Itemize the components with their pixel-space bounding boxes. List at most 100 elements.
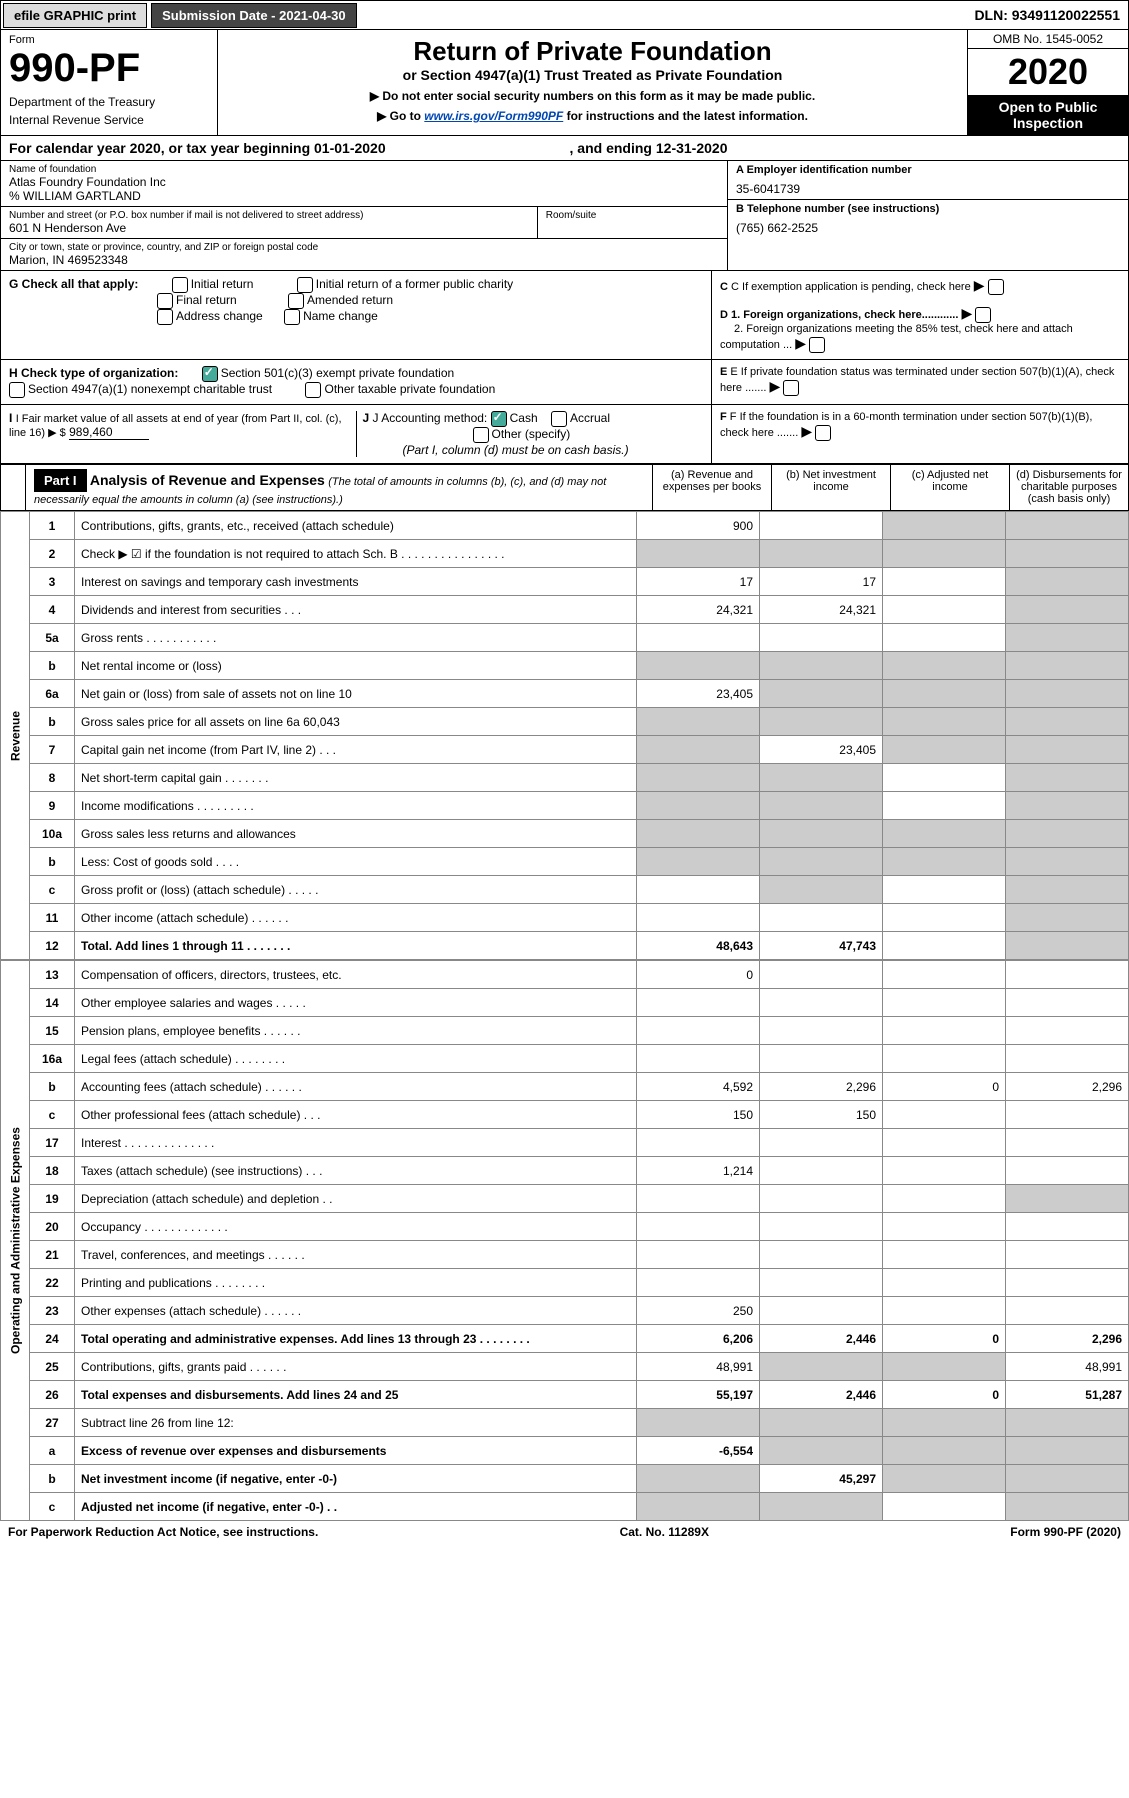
line-desc: Contributions, gifts, grants, etc., rece… [75, 512, 637, 540]
h-left: H Check type of organization: Section 50… [1, 360, 711, 404]
checkbox-other-tax[interactable] [305, 382, 321, 398]
line-num: 5a [30, 624, 75, 652]
cell-value [1006, 1101, 1129, 1129]
line-desc: Income modifications . . . . . . . . . [75, 792, 637, 820]
line-desc: Net investment income (if negative, ente… [75, 1465, 637, 1493]
cell-grey [1006, 708, 1129, 736]
checkbox-initial-former[interactable] [297, 277, 313, 293]
section-g: G Check all that apply: Initial return I… [0, 271, 1129, 360]
form-right: OMB No. 1545-0052 2020 Open to Public In… [967, 30, 1128, 135]
line-desc: Occupancy . . . . . . . . . . . . . [75, 1213, 637, 1241]
line-num: 21 [30, 1241, 75, 1269]
cell-grey [1006, 652, 1129, 680]
cell-grey [1006, 820, 1129, 848]
cell-value [760, 1017, 883, 1045]
line-desc: Depreciation (attach schedule) and deple… [75, 1185, 637, 1213]
line-desc: Legal fees (attach schedule) . . . . . .… [75, 1045, 637, 1073]
cell-value [760, 1129, 883, 1157]
line-desc: Accounting fees (attach schedule) . . . … [75, 1073, 637, 1101]
info-right: A Employer identification number 35-6041… [727, 161, 1128, 270]
line-num: 2 [30, 540, 75, 568]
cell-grey [637, 708, 760, 736]
checkbox-name[interactable] [284, 309, 300, 325]
checkbox-d2[interactable] [809, 337, 825, 353]
cell-grey [760, 708, 883, 736]
efile-btn[interactable]: efile GRAPHIC print [3, 3, 147, 28]
checkbox-amended[interactable] [288, 293, 304, 309]
expenses-table: Operating and Administrative Expenses13C… [0, 960, 1129, 1521]
cell-value [760, 1185, 883, 1213]
checkbox-other-acct[interactable] [473, 427, 489, 443]
table-row: aExcess of revenue over expenses and dis… [1, 1437, 1129, 1465]
cell-value [1006, 1129, 1129, 1157]
cell-grey [1006, 1493, 1129, 1521]
table-row: 16aLegal fees (attach schedule) . . . . … [1, 1045, 1129, 1073]
table-row: 20Occupancy . . . . . . . . . . . . . [1, 1213, 1129, 1241]
table-row: cOther professional fees (attach schedul… [1, 1101, 1129, 1129]
cell-value [1006, 1297, 1129, 1325]
cell-grey [883, 820, 1006, 848]
cell-grey [1006, 512, 1129, 540]
cell-grey [1006, 1185, 1129, 1213]
cell-value [637, 1017, 760, 1045]
checkbox-initial[interactable] [172, 277, 188, 293]
cell-grey [760, 652, 883, 680]
checkbox-501c3[interactable] [202, 366, 218, 382]
cell-value [883, 932, 1006, 960]
line-num: 26 [30, 1381, 75, 1409]
line-desc: Net rental income or (loss) [75, 652, 637, 680]
cell-value: 48,991 [637, 1353, 760, 1381]
cell-value [760, 1297, 883, 1325]
checkbox-address[interactable] [157, 309, 173, 325]
cell-value [760, 961, 883, 989]
cell-value [1006, 1157, 1129, 1185]
instructions-link[interactable]: www.irs.gov/Form990PF [424, 109, 563, 123]
form-title: Return of Private Foundation [224, 36, 961, 67]
table-row: cGross profit or (loss) (attach schedule… [1, 876, 1129, 904]
line-desc: Contributions, gifts, grants paid . . . … [75, 1353, 637, 1381]
cell-value: 2,296 [760, 1073, 883, 1101]
cell-value: -6,554 [637, 1437, 760, 1465]
cell-value [883, 596, 1006, 624]
table-row: 14Other employee salaries and wages . . … [1, 989, 1129, 1017]
cell-value [637, 989, 760, 1017]
dln: DLN: 93491120022551 [974, 7, 1128, 23]
line-num: 19 [30, 1185, 75, 1213]
line-desc: Compensation of officers, directors, tru… [75, 961, 637, 989]
cell-value [637, 1241, 760, 1269]
form-subtitle: or Section 4947(a)(1) Trust Treated as P… [224, 67, 961, 83]
cell-grey [637, 848, 760, 876]
cell-grey [637, 1409, 760, 1437]
cell-grey [1006, 624, 1129, 652]
cell-grey [883, 680, 1006, 708]
cell-value [760, 624, 883, 652]
checkbox-e[interactable] [783, 380, 799, 396]
checkbox-d1[interactable] [975, 307, 991, 323]
submission-btn[interactable]: Submission Date - 2021-04-30 [151, 3, 357, 28]
line-num: b [30, 848, 75, 876]
city-cell: City or town, state or province, country… [1, 239, 727, 270]
cell-value: 0 [883, 1073, 1006, 1101]
table-row: 26Total expenses and disbursements. Add … [1, 1381, 1129, 1409]
cell-value [883, 1185, 1006, 1213]
line-desc: Net short-term capital gain . . . . . . … [75, 764, 637, 792]
col-d-header: (d) Disbursements for charitable purpose… [1009, 465, 1128, 510]
table-row: 23Other expenses (attach schedule) . . .… [1, 1297, 1129, 1325]
cell-grey [1006, 680, 1129, 708]
checkbox-4947[interactable] [9, 382, 25, 398]
checkbox-final[interactable] [157, 293, 173, 309]
line-desc: Dividends and interest from securities .… [75, 596, 637, 624]
cell-value [883, 876, 1006, 904]
cell-grey [883, 848, 1006, 876]
cell-grey [760, 876, 883, 904]
checkbox-c[interactable] [988, 279, 1004, 295]
name-cell: Name of foundation Atlas Foundry Foundat… [1, 161, 727, 207]
checkbox-cash[interactable] [491, 411, 507, 427]
line-num: 4 [30, 596, 75, 624]
cell-value [883, 1101, 1006, 1129]
line-desc: Other expenses (attach schedule) . . . .… [75, 1297, 637, 1325]
line-num: 15 [30, 1017, 75, 1045]
checkbox-accrual[interactable] [551, 411, 567, 427]
checkbox-f[interactable] [815, 425, 831, 441]
f-right: F F If the foundation is in a 60-month t… [711, 405, 1128, 463]
